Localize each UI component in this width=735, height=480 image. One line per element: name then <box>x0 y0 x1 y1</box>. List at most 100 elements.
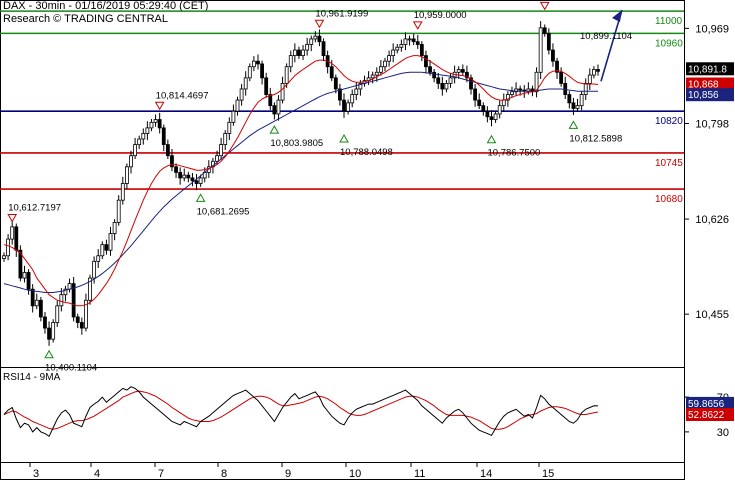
candle-body <box>264 77 269 95</box>
candle-body <box>26 272 31 290</box>
candle-body <box>108 233 113 251</box>
candle-body <box>333 77 338 90</box>
price-tag-label: 10,868 <box>688 80 719 91</box>
candle-body <box>510 91 514 95</box>
candle-body <box>239 88 244 101</box>
candle-body <box>354 88 359 95</box>
rsi-price-tag-label: 52.8622 <box>688 410 725 421</box>
x-tick-label: 14 <box>480 468 492 480</box>
rsi-ma-line <box>3 390 599 430</box>
candle-body <box>440 83 445 90</box>
candle-body <box>276 99 281 115</box>
swing-low-marker <box>339 133 349 143</box>
candle-body <box>120 183 125 201</box>
swing-high-label: 10,959.0000 <box>414 10 467 21</box>
price-tag-box <box>686 62 734 76</box>
candle-body <box>301 49 305 57</box>
candle-body <box>165 144 170 157</box>
candle-body <box>133 144 137 157</box>
candle-body <box>47 327 51 340</box>
candle-body <box>411 38 416 43</box>
candle-body <box>153 119 158 123</box>
candle-body <box>104 244 109 251</box>
swing-low-marker <box>44 349 54 359</box>
candle-body <box>346 102 351 112</box>
candle-body <box>182 174 187 179</box>
y-tick-label: 10,798 <box>695 118 729 130</box>
swing-low-marker <box>568 120 579 129</box>
candle-body <box>460 69 465 73</box>
candle-body <box>378 66 383 73</box>
x-tick-label: 7 <box>158 468 164 480</box>
candle-body <box>219 144 224 157</box>
chart-header-source: Research © TRADING CENTRAL <box>3 13 168 25</box>
candle-body <box>34 299 39 307</box>
price-tag-box <box>686 88 734 102</box>
price-tag-label: 10,856 <box>688 90 719 101</box>
candle-body <box>358 83 363 90</box>
candle-body <box>178 171 183 179</box>
candle-body <box>342 99 346 112</box>
candle-body <box>477 99 482 107</box>
candle-body <box>284 66 289 84</box>
candle-body <box>96 255 101 262</box>
x-tick-label: 4 <box>94 468 100 480</box>
candle-body <box>59 294 64 307</box>
candle-body <box>329 66 334 79</box>
swing-high-label: 10,994.0801 <box>541 0 594 1</box>
candle-body <box>579 94 584 107</box>
candle-body <box>555 60 559 73</box>
price-tag-box <box>686 77 734 91</box>
candle-body <box>38 299 43 318</box>
candle-body <box>583 83 588 95</box>
candle-body <box>465 71 469 79</box>
candle-body <box>14 226 19 251</box>
candle-body <box>534 71 539 93</box>
candle-body <box>391 49 396 57</box>
candle-body <box>407 38 412 41</box>
candle-body <box>51 322 56 340</box>
candle-body <box>481 105 486 112</box>
candle-body <box>75 316 80 323</box>
candle-body <box>198 177 203 184</box>
candle-body <box>190 177 195 182</box>
candle-body <box>469 77 473 90</box>
candle-body <box>116 199 121 223</box>
swing-high-marker <box>7 213 18 223</box>
level-label-10680: 10680 <box>655 194 683 205</box>
candle-body <box>501 99 506 107</box>
candle-body <box>63 288 68 296</box>
candle-body <box>403 38 408 45</box>
main-panel-frame <box>0 0 685 368</box>
candle-body <box>309 38 314 45</box>
candle-body <box>321 41 326 57</box>
candle-body <box>161 127 166 145</box>
candle-body <box>100 244 105 257</box>
candle-body <box>575 105 580 109</box>
candle-body <box>444 83 449 90</box>
candle-body <box>374 71 379 76</box>
candle-body <box>194 180 199 184</box>
candle-body <box>456 69 461 73</box>
candle-body <box>567 94 572 104</box>
candle-body <box>497 105 502 115</box>
rsi-panel-title: RSI14 - 9MA <box>3 372 61 383</box>
candle-body <box>305 44 310 51</box>
candle-body <box>22 272 27 279</box>
candle-body <box>30 288 35 307</box>
candle-body <box>559 71 564 84</box>
candle-body <box>350 94 355 104</box>
candle-body <box>141 133 146 140</box>
candle-body <box>186 174 191 179</box>
candle-body <box>387 55 391 62</box>
y-tick-label: 10,969 <box>695 23 729 35</box>
swing-low-marker <box>269 125 280 134</box>
candle-body <box>92 260 97 279</box>
candle-body <box>223 133 228 145</box>
x-tick-label: 11 <box>414 468 425 480</box>
candle-body <box>419 44 424 57</box>
candle-body <box>514 88 518 93</box>
candle-body <box>2 255 6 259</box>
swing-low-label: 10,400.1104 <box>45 363 97 374</box>
